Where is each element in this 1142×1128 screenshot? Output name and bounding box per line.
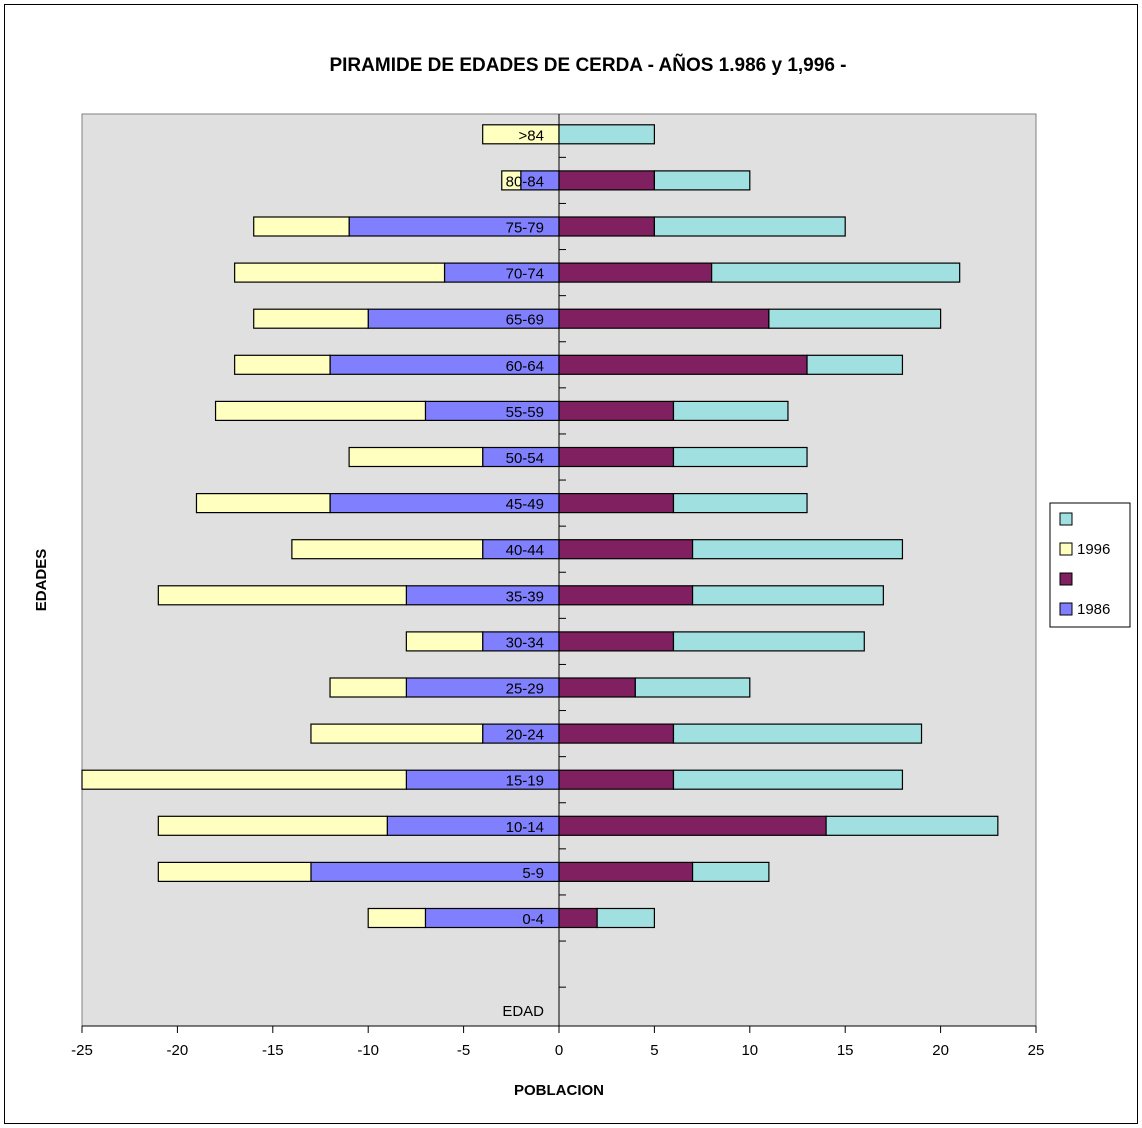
bar-series-1996-15-19 bbox=[81, 769, 407, 790]
bar-series-1996-75-79 bbox=[253, 216, 350, 237]
category-label: 15-19 bbox=[506, 773, 544, 790]
bar-series-4-80-84 bbox=[653, 170, 751, 191]
bars-group bbox=[81, 124, 999, 929]
category-label: 80-84 bbox=[506, 173, 544, 190]
bar-series-3-0-4 bbox=[558, 907, 598, 929]
category-label: 30-34 bbox=[506, 634, 544, 651]
bar-series-1996-65-69 bbox=[253, 308, 369, 329]
category-label: 50-54 bbox=[506, 450, 544, 467]
bar-series-4-45-49 bbox=[672, 493, 808, 514]
bar-series-3-45-49 bbox=[558, 493, 675, 514]
category-labels-group: 0-4 5-9 10-14 15-19 20-24 25-29 30-34 35-39 40-4… bbox=[506, 127, 544, 928]
bar-series-3-50-54 bbox=[558, 446, 675, 468]
bar-series-1996-55-59 bbox=[214, 400, 427, 421]
bar-series-4-35-39 bbox=[691, 585, 884, 606]
category-axis-label: EDAD bbox=[502, 1003, 544, 1020]
bar-series-4-30-34 bbox=[672, 631, 865, 652]
bar-series-1996-40-44 bbox=[291, 539, 484, 560]
bar-series-4-15-19 bbox=[672, 769, 904, 790]
category-label: 35-39 bbox=[506, 588, 544, 605]
category-label: 60-64 bbox=[506, 358, 544, 375]
x-tick-label: 25 bbox=[1028, 1042, 1045, 1059]
category-label: 70-74 bbox=[506, 266, 544, 283]
bar-series-3-65-69 bbox=[558, 308, 770, 329]
x-tick-label: 20 bbox=[932, 1042, 949, 1059]
category-label: 10-14 bbox=[506, 819, 544, 836]
x-tick-label: -25 bbox=[71, 1042, 93, 1059]
category-label: 45-49 bbox=[506, 496, 544, 513]
category-label: 20-24 bbox=[506, 727, 544, 744]
bar-series-3-75-79 bbox=[558, 216, 656, 237]
bar-series-4-65-69 bbox=[768, 308, 942, 329]
bar-series-3-25-29 bbox=[558, 677, 636, 698]
bar-series-4-10-14 bbox=[825, 815, 999, 836]
category-label: 0-4 bbox=[522, 911, 544, 928]
bar-series-3-55-59 bbox=[558, 400, 675, 421]
bar-series-3-60-64 bbox=[558, 354, 808, 375]
category-label: 65-69 bbox=[506, 312, 544, 329]
bar-series-4-50-54 bbox=[672, 446, 808, 468]
bar-series-1996-60-64 bbox=[234, 354, 331, 375]
bar-series-3-30-34 bbox=[558, 631, 675, 652]
bar-series-4-0-4 bbox=[596, 907, 655, 929]
x-tick-label: 5 bbox=[650, 1042, 658, 1059]
bar-series-1996-45-49 bbox=[195, 493, 331, 514]
category-label: 25-29 bbox=[506, 681, 544, 698]
bar-series-4-75-79 bbox=[653, 216, 846, 237]
bar-series-3-40-44 bbox=[558, 539, 694, 560]
bar-series-4-40-44 bbox=[691, 539, 904, 560]
bar-series-3-80-84 bbox=[558, 170, 656, 191]
bar-series-4-55-59 bbox=[672, 400, 789, 421]
x-axis-label: POBLACION bbox=[514, 1082, 604, 1099]
bar-series-4-60-64 bbox=[806, 354, 904, 375]
legend-label: 1996 bbox=[1077, 541, 1110, 558]
category-label: 5-9 bbox=[522, 865, 544, 882]
category-label: >84 bbox=[519, 127, 544, 144]
bar-series-4->84 bbox=[558, 124, 656, 145]
category-label: 55-59 bbox=[506, 404, 544, 421]
bar-series-1996-20-24 bbox=[310, 723, 484, 744]
legend-label: 1986 bbox=[1077, 601, 1110, 618]
x-tick-label: 0 bbox=[555, 1042, 563, 1059]
bar-series-3-10-14 bbox=[558, 815, 827, 836]
x-tick-label: -15 bbox=[262, 1042, 284, 1059]
category-label: 75-79 bbox=[506, 220, 544, 237]
chart-title: PIRAMIDE DE EDADES DE CERDA - AÑOS 1.986… bbox=[329, 54, 846, 76]
category-label: 40-44 bbox=[506, 542, 544, 559]
bar-series-1996-35-39 bbox=[157, 585, 407, 606]
legend: 1996 1986 bbox=[1049, 502, 1131, 628]
legend-swatch bbox=[1059, 512, 1073, 526]
bar-series-1996-0-4 bbox=[367, 907, 427, 929]
bar-series-1996-5-9 bbox=[157, 861, 312, 883]
bar-series-4-25-29 bbox=[634, 677, 751, 698]
bar-series-3-70-74 bbox=[558, 262, 713, 283]
x-tick-label: -5 bbox=[457, 1042, 470, 1059]
bar-series-3-15-19 bbox=[558, 769, 675, 790]
bar-series-3-35-39 bbox=[558, 585, 694, 606]
x-tick-label: 10 bbox=[741, 1042, 758, 1059]
bar-series-4-70-74 bbox=[711, 262, 961, 283]
bar-series-1996-10-14 bbox=[157, 815, 388, 836]
axes-group: -25 -20 -15 -10 -5 0 5 10 15 20 25 bbox=[71, 114, 1044, 1059]
x-tick-label: -10 bbox=[357, 1042, 379, 1059]
bar-series-3-5-9 bbox=[558, 861, 694, 883]
legend-swatch bbox=[1059, 572, 1073, 586]
bar-series-1996-70-74 bbox=[234, 262, 446, 283]
y-axis-label: EDADES bbox=[33, 549, 50, 612]
x-tick-label: 15 bbox=[837, 1042, 854, 1059]
bar-series-1996-50-54 bbox=[348, 446, 484, 468]
bar-series-4-5-9 bbox=[691, 861, 770, 883]
x-tick-label: -20 bbox=[167, 1042, 189, 1059]
legend-swatch bbox=[1059, 602, 1073, 616]
bar-series-1996-80-84 bbox=[501, 170, 522, 191]
bar-series-4-20-24 bbox=[672, 723, 923, 744]
bar-series-3-20-24 bbox=[558, 723, 675, 744]
legend-swatch bbox=[1059, 542, 1073, 556]
bar-series-1996-25-29 bbox=[329, 677, 407, 698]
bar-series-1996-30-34 bbox=[405, 631, 484, 652]
